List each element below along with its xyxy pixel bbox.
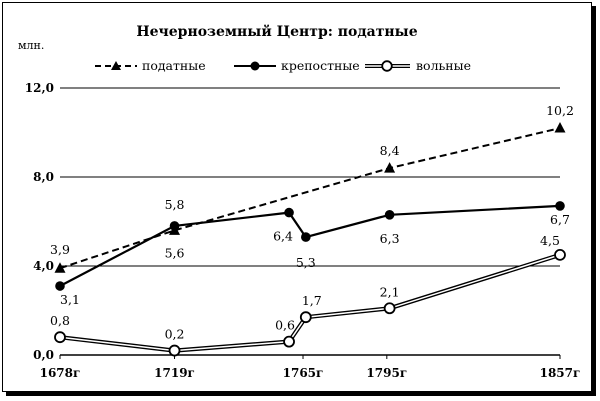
legend-label-volnye: вольные (416, 58, 471, 73)
x-axis: 1678г 1719г 1765г 1795г 1857г (40, 354, 581, 380)
series-layer (54, 122, 566, 357)
marker-filled-circle (301, 232, 311, 242)
marker-open-circle (168, 344, 181, 357)
x-tick-label: 1765г (283, 366, 324, 380)
data-labels: 3,9 5,6 8,4 10,2 3,1 5,8 6,45,3 6,3 6,7 0,8 0,2 0,6… (50, 103, 574, 341)
y-tick-label: 0,0 (33, 348, 54, 362)
y-axis-unit-label: млн. (18, 39, 44, 52)
data-label: 5,8 (165, 197, 185, 212)
x-tick-label: 1857г (540, 366, 581, 380)
marker-filled-circle (169, 221, 180, 231)
legend-triangle-marker (111, 61, 121, 70)
data-label: 0,6 (275, 318, 295, 333)
data-label: 4,5 (540, 233, 560, 248)
marker-filled-circle (284, 207, 294, 218)
x-tick-label: 1795г (366, 366, 407, 380)
y-tick-label: 8,0 (33, 170, 54, 184)
data-label: 6,4 (273, 229, 293, 244)
data-label: 3,9 (50, 242, 70, 257)
series-line-volnye-inner (59, 254, 561, 352)
marker-open-circle (283, 335, 295, 348)
series-2 (54, 248, 566, 357)
data-label: 2,1 (380, 284, 400, 299)
marker-open-circle (554, 248, 566, 261)
series-line-podatnye (59, 127, 561, 270)
data-label: 8,4 (380, 143, 400, 158)
series-1 (55, 201, 565, 291)
marker-filled-circle (384, 210, 395, 220)
data-label: 3,1 (60, 292, 80, 307)
y-tick-label: 4,0 (33, 259, 54, 273)
legend-item-volnye: вольные (365, 58, 471, 73)
y-tick-label: 12,0 (25, 81, 54, 95)
legend-item-podatnye: податные (95, 58, 206, 73)
marker-triangle (384, 162, 396, 173)
data-label: 0,8 (50, 313, 70, 328)
legend: податные крепостные вольные (95, 58, 471, 73)
marker-triangle (54, 262, 66, 273)
gridlines (60, 87, 560, 267)
data-label: 6,3 (380, 231, 400, 246)
data-label: 5,6 (165, 245, 185, 260)
marker-open-circle (383, 302, 396, 315)
legend-filled-circle-marker (250, 61, 260, 71)
data-label: 6,7 (550, 212, 570, 227)
data-label: 1,7 (302, 293, 322, 308)
marker-open-circle (299, 311, 312, 324)
data-label: 5,3 (296, 255, 316, 270)
marker-open-circle (54, 331, 66, 344)
marker-triangle (554, 122, 566, 133)
legend-label-podatnye: податные (142, 58, 206, 73)
series-line-krepostnye (59, 204, 561, 287)
x-tick-label: 1678г (40, 366, 81, 380)
marker-filled-circle (555, 201, 565, 211)
chart-title: Нечерноземный Центр: податные (136, 23, 417, 40)
marker-filled-circle (55, 281, 65, 291)
legend-label-krepostnye: крепостные (281, 58, 360, 73)
y-axis-ticks: 0,0 4,0 8,0 12,0 (25, 81, 54, 362)
series-0 (54, 122, 566, 273)
data-label: 0,2 (165, 327, 185, 342)
legend-open-circle-marker (381, 60, 393, 72)
x-tick-label: 1719г (154, 366, 195, 380)
data-label: 10,2 (546, 103, 574, 118)
legend-item-krepostnye: крепостные (234, 58, 360, 73)
